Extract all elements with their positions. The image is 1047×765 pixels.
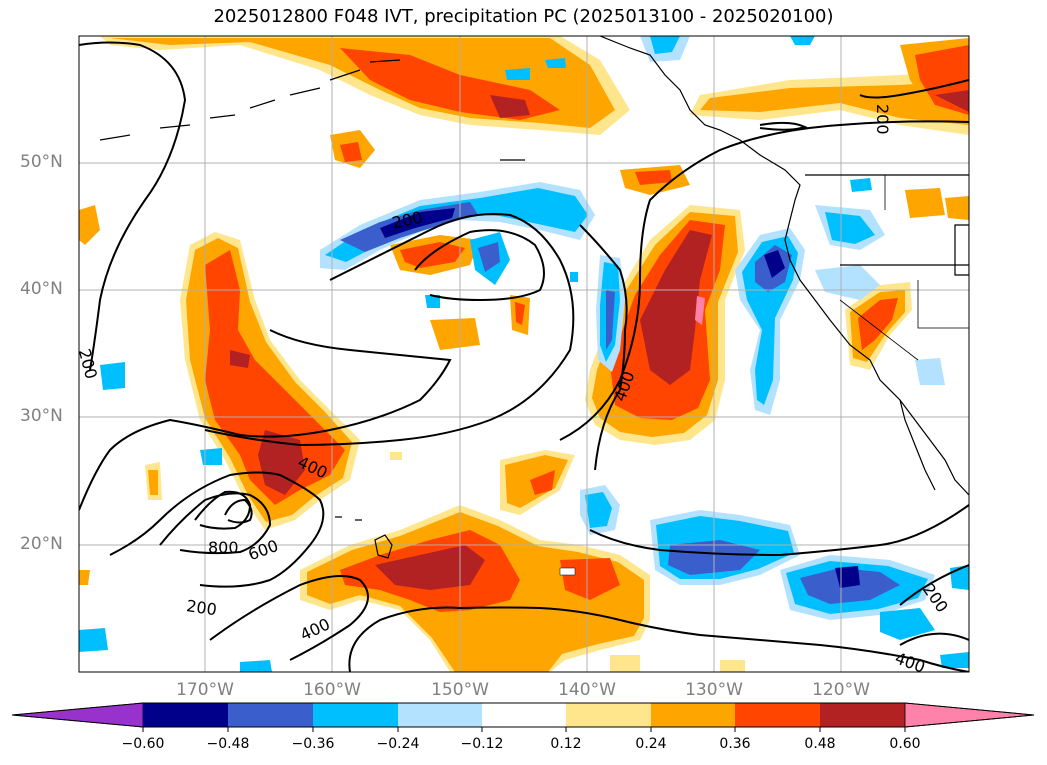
colorbar-swatch	[651, 703, 735, 727]
lat-label-50n: 50°N	[20, 152, 63, 172]
colorbar-high-extend	[904, 702, 1035, 728]
colorbar-swatch	[566, 703, 651, 727]
map-title: 2025012800 F048 IVT, precipitation PC (2…	[213, 6, 834, 27]
contour-label: 600	[246, 536, 281, 564]
colorbar-tick-label: 0.48	[804, 736, 836, 752]
contour-labels: 200 200 400 600 800 200 400 200 400 400 …	[75, 104, 952, 672]
positive-anomaly-shading	[79, 36, 969, 672]
colorbar-low-extend	[11, 702, 144, 728]
colorbar-swatch	[398, 703, 482, 727]
colorbar-swatch	[228, 703, 313, 727]
coastlines	[99, 36, 969, 559]
colorbar	[11, 702, 1035, 732]
colorbar-tick-label: −0.12	[460, 736, 504, 752]
lon-label-130w: 130°W	[685, 680, 743, 700]
contour-label: 200	[185, 596, 218, 619]
colorbar-tick-label: 0.24	[635, 736, 667, 752]
contour-label: 200	[873, 104, 892, 135]
lat-label-40n: 40°N	[20, 279, 63, 299]
colorbar-tick-label: −0.48	[206, 736, 250, 752]
lat-label-20n: 20°N	[20, 534, 63, 554]
ivt-contours	[79, 41, 969, 672]
colorbar-swatch	[820, 703, 905, 727]
colorbar-tick-label: −0.36	[291, 736, 335, 752]
colorbar-tick-label: 0.36	[719, 736, 751, 752]
lat-label-30n: 30°N	[20, 406, 63, 426]
colorbar-swatch	[143, 703, 228, 727]
colorbar-tick-label: 0.60	[889, 736, 921, 752]
lon-label-160w: 160°W	[303, 680, 361, 700]
contour-label: 200	[75, 347, 101, 381]
colorbar-tick-label: −0.24	[376, 736, 420, 752]
colorbar-swatch	[735, 703, 820, 727]
colorbar-tick-label: 0.12	[550, 736, 582, 752]
negative-anomaly-shading	[79, 36, 969, 672]
map-frame	[78, 35, 970, 673]
colorbar-swatch	[482, 703, 566, 727]
contour-label: 800	[208, 538, 239, 557]
colorbar-tick-label: −0.60	[121, 736, 165, 752]
colorbar-swatch	[313, 703, 398, 727]
grid-lines	[79, 36, 969, 672]
lon-label-140w: 140°W	[558, 680, 616, 700]
lon-label-150w: 150°W	[431, 680, 489, 700]
lon-label-120w: 120°W	[812, 680, 870, 700]
lon-label-170w: 170°W	[176, 680, 234, 700]
